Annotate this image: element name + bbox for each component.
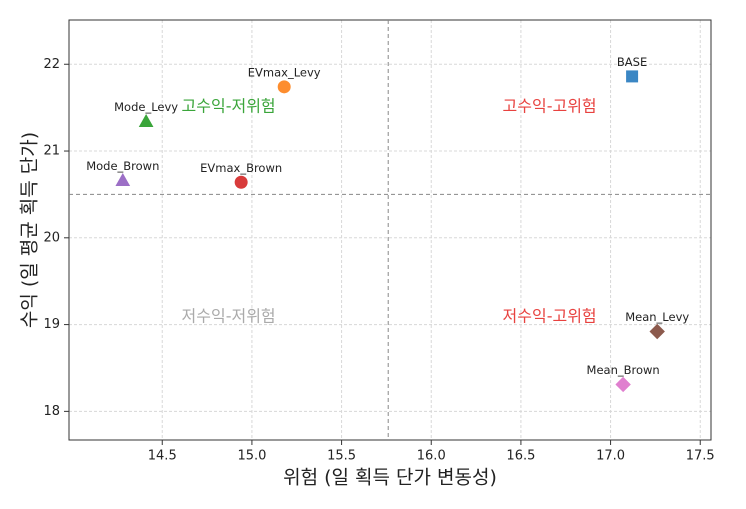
point [115,173,131,187]
quadrant-label: 고수익-저위험 [182,97,276,116]
point-label: EVmax_Brown [200,161,282,175]
x-axis-title: 위험 (일 획득 단가 변동성) [283,467,497,489]
plot-frame [68,19,712,441]
quadrant-label: 고수익-고위험 [503,97,597,116]
x-tick-label: 15.0 [237,449,266,464]
y-tick-label: 18 [43,404,60,419]
point [277,80,291,94]
x-tick-label: 14.5 [148,449,177,464]
point [626,70,639,83]
quadrant-label: 저수익-고위험 [503,307,597,326]
point-label: Mean_Levy [625,310,689,324]
y-tick-label: 21 [43,144,60,159]
x-tick-label: 17.5 [686,449,715,464]
x-tick-label: 16.0 [417,449,446,464]
point [138,114,154,128]
point-label: BASE [617,55,647,69]
point-label: Mode_Levy [114,100,178,114]
x-tick-label: 16.5 [506,449,535,464]
y-tick-label: 19 [43,317,60,332]
x-tick-label: 17.0 [596,449,625,464]
point [234,175,248,189]
y-axis-title: 수익 (일 평균 획득 단가) [19,132,41,328]
point [615,376,631,393]
quadrant-label: 저수익-저위험 [182,307,276,326]
y-tick-label: 22 [43,57,60,72]
x-tick-label: 15.5 [327,449,356,464]
point-label: EVmax_Levy [248,65,321,79]
y-tick-label: 20 [43,230,60,245]
point-label: Mean_Brown [587,363,660,377]
point [649,323,665,340]
point-label: Mode_Brown [86,159,159,173]
